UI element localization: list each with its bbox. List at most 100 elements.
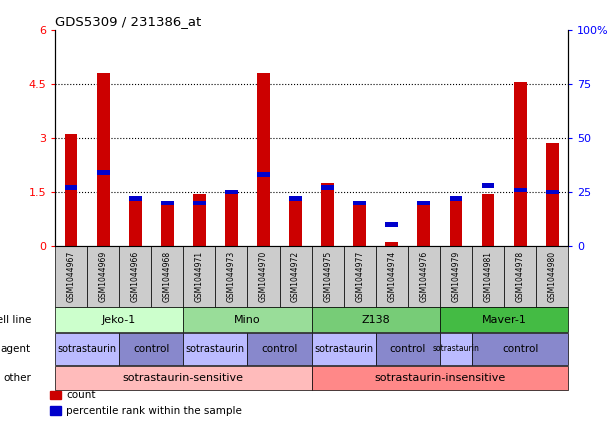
Text: Z138: Z138 bbox=[361, 315, 390, 325]
Text: GSM1044974: GSM1044974 bbox=[387, 251, 397, 302]
Text: sotrastaurin-insensitive: sotrastaurin-insensitive bbox=[375, 373, 505, 383]
Bar bbox=[257, 73, 270, 246]
Text: GSM1044970: GSM1044970 bbox=[259, 251, 268, 302]
Bar bbox=[257, 173, 270, 177]
Bar bbox=[472, 333, 568, 365]
Bar bbox=[514, 82, 527, 246]
Bar bbox=[386, 242, 398, 246]
Text: sotrastaurin-sensitive: sotrastaurin-sensitive bbox=[123, 373, 244, 383]
Bar bbox=[312, 308, 440, 332]
Text: count: count bbox=[66, 390, 96, 400]
Bar bbox=[546, 143, 558, 246]
Bar bbox=[161, 201, 174, 205]
Bar bbox=[376, 246, 408, 307]
Bar bbox=[514, 188, 527, 192]
Bar bbox=[247, 333, 312, 365]
Bar bbox=[247, 246, 280, 307]
Bar bbox=[408, 246, 440, 307]
Text: GDS5309 / 231386_at: GDS5309 / 231386_at bbox=[55, 16, 201, 28]
Bar bbox=[343, 246, 376, 307]
Text: GSM1044978: GSM1044978 bbox=[516, 251, 525, 302]
Text: sotrastaurin: sotrastaurin bbox=[186, 344, 245, 354]
Bar bbox=[536, 246, 568, 307]
Bar bbox=[440, 333, 472, 365]
Bar bbox=[312, 333, 376, 365]
Bar bbox=[353, 201, 366, 205]
Bar bbox=[161, 201, 174, 246]
Bar bbox=[193, 194, 206, 246]
Text: agent: agent bbox=[1, 344, 31, 354]
Bar bbox=[216, 246, 247, 307]
Bar bbox=[65, 134, 78, 246]
Text: sotrastaurin: sotrastaurin bbox=[314, 344, 373, 354]
Bar bbox=[417, 201, 430, 246]
Bar bbox=[225, 190, 238, 194]
Text: GSM1044973: GSM1044973 bbox=[227, 251, 236, 302]
Text: GSM1044967: GSM1044967 bbox=[67, 251, 76, 302]
Bar bbox=[55, 365, 312, 390]
Bar bbox=[129, 196, 142, 201]
Text: control: control bbox=[502, 344, 538, 354]
Bar bbox=[119, 333, 183, 365]
Bar bbox=[450, 195, 463, 246]
Text: GSM1044969: GSM1044969 bbox=[98, 251, 108, 302]
Bar bbox=[450, 196, 463, 201]
Text: control: control bbox=[133, 344, 169, 354]
Bar bbox=[183, 308, 312, 332]
Bar bbox=[321, 183, 334, 246]
Text: other: other bbox=[3, 373, 31, 383]
Text: GSM1044980: GSM1044980 bbox=[547, 251, 557, 302]
Bar bbox=[97, 170, 109, 175]
Text: percentile rank within the sample: percentile rank within the sample bbox=[66, 406, 242, 415]
Bar bbox=[440, 308, 568, 332]
Text: cell line: cell line bbox=[0, 315, 31, 325]
Bar bbox=[152, 246, 183, 307]
Bar bbox=[183, 246, 216, 307]
Text: GSM1044972: GSM1044972 bbox=[291, 251, 300, 302]
Bar bbox=[546, 190, 558, 194]
Bar bbox=[119, 246, 152, 307]
Bar bbox=[417, 201, 430, 205]
Bar bbox=[87, 246, 119, 307]
Bar bbox=[225, 190, 238, 246]
Bar bbox=[504, 246, 536, 307]
Text: GSM1044981: GSM1044981 bbox=[483, 251, 492, 302]
Bar bbox=[280, 246, 312, 307]
Bar bbox=[55, 246, 87, 307]
Bar bbox=[193, 201, 206, 205]
Bar bbox=[50, 391, 61, 399]
Text: control: control bbox=[262, 344, 298, 354]
Bar bbox=[289, 199, 302, 246]
Text: sotrastaurin: sotrastaurin bbox=[57, 344, 117, 354]
Text: control: control bbox=[390, 344, 426, 354]
Bar bbox=[386, 222, 398, 227]
Bar bbox=[440, 246, 472, 307]
Text: GSM1044979: GSM1044979 bbox=[452, 251, 461, 302]
Bar bbox=[321, 185, 334, 190]
Text: GSM1044971: GSM1044971 bbox=[195, 251, 204, 302]
Bar bbox=[376, 333, 440, 365]
Bar bbox=[481, 194, 494, 246]
Text: Mino: Mino bbox=[234, 315, 261, 325]
Bar bbox=[129, 198, 142, 246]
Bar bbox=[312, 246, 343, 307]
Text: GSM1044976: GSM1044976 bbox=[419, 251, 428, 302]
Bar bbox=[353, 201, 366, 246]
Bar bbox=[65, 185, 78, 190]
Bar bbox=[312, 365, 568, 390]
Text: Jeko-1: Jeko-1 bbox=[102, 315, 136, 325]
Text: GSM1044975: GSM1044975 bbox=[323, 251, 332, 302]
Bar bbox=[50, 406, 61, 415]
Bar bbox=[472, 246, 504, 307]
Bar bbox=[55, 308, 183, 332]
Bar bbox=[183, 333, 247, 365]
Text: GSM1044977: GSM1044977 bbox=[355, 251, 364, 302]
Bar bbox=[481, 183, 494, 188]
Bar bbox=[97, 73, 109, 246]
Text: GSM1044968: GSM1044968 bbox=[163, 251, 172, 302]
Text: Maver-1: Maver-1 bbox=[481, 315, 527, 325]
Text: sotrastaurin: sotrastaurin bbox=[433, 344, 480, 354]
Text: GSM1044966: GSM1044966 bbox=[131, 251, 140, 302]
Bar bbox=[55, 333, 119, 365]
Bar bbox=[289, 196, 302, 201]
